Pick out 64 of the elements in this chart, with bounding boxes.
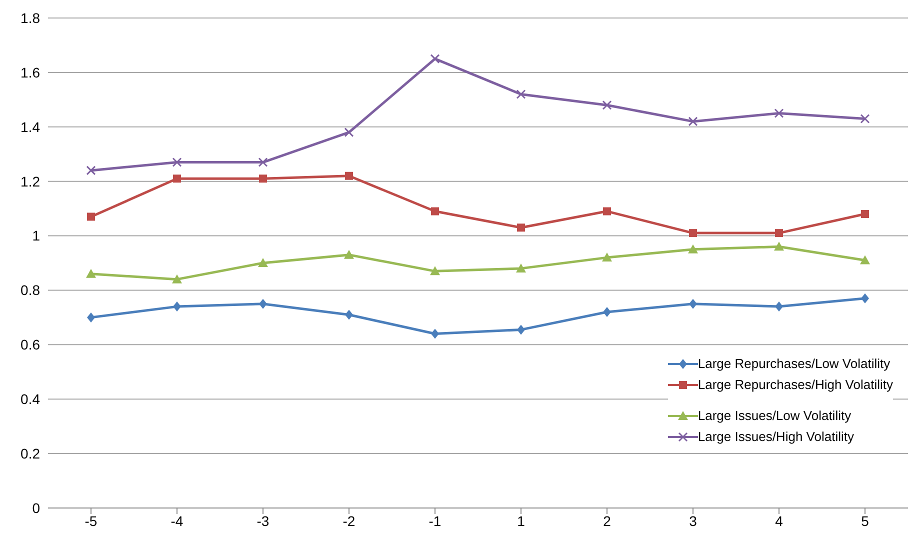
point	[344, 128, 354, 138]
y-tick-label: 1.4	[20, 118, 40, 135]
point	[431, 207, 439, 216]
point	[688, 244, 698, 254]
y-tick-label: 0	[32, 500, 40, 516]
y-tick-label: 1.2	[20, 173, 40, 190]
point	[86, 268, 96, 278]
point	[173, 302, 181, 312]
point	[775, 229, 783, 238]
x-tick-label: 4	[775, 512, 784, 529]
y-tick-label: 0.6	[20, 336, 40, 353]
point	[172, 274, 182, 284]
x-tick-label: 2	[603, 512, 612, 529]
point	[87, 212, 95, 221]
point	[861, 293, 869, 304]
point	[860, 255, 870, 264]
point	[258, 158, 268, 168]
point	[516, 89, 526, 99]
x-tick-label: 3	[689, 512, 698, 529]
point	[86, 166, 96, 176]
point	[517, 324, 525, 335]
x-tick-label: -2	[342, 512, 356, 529]
point	[259, 174, 267, 183]
y-tick-label: 0.8	[20, 282, 40, 298]
point	[258, 258, 268, 267]
point	[602, 100, 612, 110]
point	[603, 207, 611, 216]
legend-label: Large Repurchases/High Volatility	[698, 377, 893, 392]
x-tick-label: -5	[84, 512, 98, 529]
point	[259, 298, 267, 309]
point	[774, 242, 784, 251]
point	[430, 266, 440, 276]
point	[775, 302, 783, 312]
point	[517, 224, 525, 232]
y-tick-label: 1	[32, 228, 40, 244]
legend-label: Large Issues/Low Volatility	[698, 408, 852, 423]
point	[345, 310, 353, 320]
point	[173, 174, 181, 183]
y-tick-label: 1.8	[20, 10, 40, 26]
x-tick-label: 5	[861, 512, 870, 529]
point	[774, 108, 784, 118]
y-tick-label: 0.2	[20, 446, 40, 462]
point	[689, 229, 697, 238]
point	[860, 114, 870, 124]
point	[430, 54, 440, 64]
point	[345, 172, 353, 180]
point	[516, 263, 526, 272]
x-tick-label: -4	[170, 512, 184, 529]
point	[87, 312, 95, 322]
x-tick-label: -3	[256, 512, 270, 529]
point	[689, 298, 697, 309]
point	[603, 307, 611, 317]
point	[688, 116, 698, 126]
x-tick-label: 1	[517, 512, 526, 529]
point	[431, 328, 439, 339]
legend-label: Large Repurchases/Low Volatility	[698, 356, 890, 371]
x-tick-label: -1	[428, 512, 442, 529]
y-tick-label: 0.4	[20, 391, 40, 408]
y-tick-label: 1.6	[20, 64, 40, 80]
point	[172, 158, 182, 168]
point	[344, 250, 354, 259]
point	[602, 252, 612, 262]
legend-label: Large Issues/High Volatility	[698, 429, 854, 444]
point	[861, 210, 869, 218]
